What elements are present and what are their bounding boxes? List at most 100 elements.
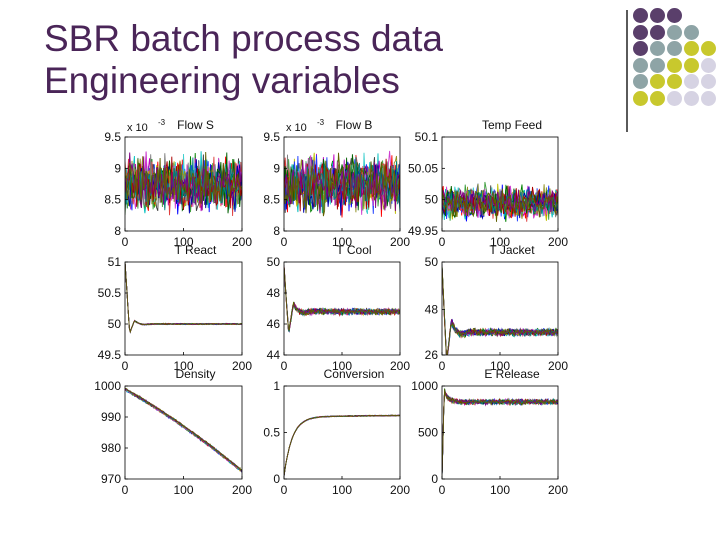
decor-dot bbox=[650, 90, 665, 106]
decor-dot bbox=[650, 41, 665, 56]
series-line bbox=[442, 265, 558, 355]
x-tick-label: 200 bbox=[548, 483, 568, 497]
plot-series-group bbox=[125, 262, 242, 334]
plot-panel: 0 500 1000 0 100 200 E Release bbox=[411, 367, 568, 497]
series-line bbox=[125, 388, 242, 473]
x-tick-label: 0 bbox=[122, 483, 129, 497]
series-line bbox=[125, 387, 242, 471]
series-line bbox=[125, 262, 242, 334]
plot-title: T Cool bbox=[336, 243, 371, 257]
decor-dot bbox=[701, 74, 716, 89]
x-tick-label: 200 bbox=[390, 235, 410, 249]
decor-dot bbox=[650, 57, 665, 73]
vertical-divider bbox=[626, 10, 628, 132]
x-tick-label: 200 bbox=[390, 359, 410, 373]
plot-series-group bbox=[442, 388, 558, 479]
title-line-1: SBR batch process data bbox=[44, 18, 443, 59]
series-line bbox=[125, 262, 242, 334]
series-line bbox=[284, 268, 400, 331]
plot-title: Density bbox=[175, 367, 215, 381]
y-tick-label: 9.5 bbox=[263, 130, 280, 144]
series-line bbox=[125, 151, 242, 209]
x-tick-label: 200 bbox=[232, 235, 252, 249]
decor-dot bbox=[633, 90, 648, 106]
x-tick-label: 200 bbox=[232, 359, 252, 373]
y-tick-label: 49.5 bbox=[98, 348, 122, 362]
axis-exponent: -3 bbox=[158, 118, 166, 127]
decor-dot bbox=[667, 57, 682, 73]
series-line bbox=[125, 389, 242, 472]
series-line bbox=[125, 262, 242, 333]
series-line bbox=[442, 266, 558, 355]
x-tick-label: 0 bbox=[281, 235, 288, 249]
series-line bbox=[284, 265, 400, 331]
plot-series-group bbox=[442, 181, 558, 222]
series-line bbox=[125, 389, 242, 473]
series-line bbox=[125, 262, 242, 334]
plot-series-group bbox=[125, 387, 242, 473]
y-tick-label: 50 bbox=[425, 193, 439, 207]
x-tick-label: 100 bbox=[490, 235, 510, 249]
series-line bbox=[284, 265, 400, 332]
series-line bbox=[284, 264, 400, 331]
series-line bbox=[125, 262, 242, 334]
plot-panel: 0 0.5 1 0 100 200 Conversion bbox=[263, 367, 410, 497]
series-line bbox=[125, 262, 242, 334]
y-tick-label: 1000 bbox=[411, 379, 438, 393]
y-tick-label: 44 bbox=[267, 348, 281, 362]
series-line bbox=[284, 264, 400, 331]
series-line bbox=[284, 267, 400, 329]
series-line bbox=[284, 265, 400, 332]
series-line bbox=[442, 266, 558, 355]
series-line bbox=[442, 391, 558, 478]
series-line bbox=[284, 266, 400, 330]
y-tick-label: 0.5 bbox=[263, 426, 280, 440]
plot-panel: 8 8.5 9 9.5 0 100 200 Flow B x 10 -3 bbox=[263, 118, 410, 249]
series-line bbox=[442, 264, 558, 355]
y-tick-label: 50.05 bbox=[408, 161, 438, 175]
series-line bbox=[125, 262, 242, 334]
decor-dot bbox=[650, 74, 665, 89]
y-tick-label: 48 bbox=[425, 303, 439, 317]
series-line bbox=[125, 262, 242, 334]
plot-frame bbox=[283, 385, 401, 480]
series-line bbox=[442, 186, 558, 222]
x-tick-label: 200 bbox=[232, 483, 252, 497]
series-line bbox=[284, 266, 400, 333]
series-line bbox=[125, 389, 242, 472]
decor-dot bbox=[667, 41, 682, 56]
x-tick-label: 100 bbox=[173, 483, 193, 497]
plot-series-group bbox=[284, 414, 400, 477]
y-tick-label: 1 bbox=[273, 379, 280, 393]
series-line bbox=[442, 268, 558, 355]
decor-dot bbox=[701, 41, 716, 56]
decor-dot bbox=[667, 24, 682, 40]
series-line bbox=[125, 262, 242, 334]
series-line bbox=[284, 267, 400, 330]
series-line bbox=[125, 262, 242, 333]
series-line bbox=[284, 267, 400, 330]
x-tick-label: 100 bbox=[173, 359, 193, 373]
axis-exponent-label: x 10 bbox=[127, 122, 148, 134]
series-line bbox=[442, 266, 558, 355]
x-tick-label: 100 bbox=[332, 483, 352, 497]
plot-panel: 8 8.5 9 9.5 0 100 200 Flow S x 10 -3 bbox=[104, 118, 252, 249]
series-line bbox=[442, 266, 558, 355]
series-line bbox=[125, 262, 242, 333]
y-tick-label: 51 bbox=[108, 255, 122, 269]
plot-panel: 26 48 50 0 100 200 T Jacket bbox=[425, 243, 569, 373]
y-tick-label: 1000 bbox=[94, 379, 121, 393]
decor-dot bbox=[633, 74, 648, 89]
y-tick-label: 500 bbox=[418, 426, 438, 440]
x-tick-label: 0 bbox=[122, 359, 129, 373]
decor-dot bbox=[633, 24, 648, 40]
plot-series-group bbox=[442, 264, 558, 355]
x-tick-label: 100 bbox=[490, 359, 510, 373]
plot-title: T React bbox=[175, 243, 217, 257]
plot-title: T Jacket bbox=[489, 243, 535, 257]
y-tick-label: 980 bbox=[101, 441, 121, 455]
series-line bbox=[125, 262, 242, 334]
series-line bbox=[125, 389, 242, 473]
series-line bbox=[284, 269, 400, 330]
